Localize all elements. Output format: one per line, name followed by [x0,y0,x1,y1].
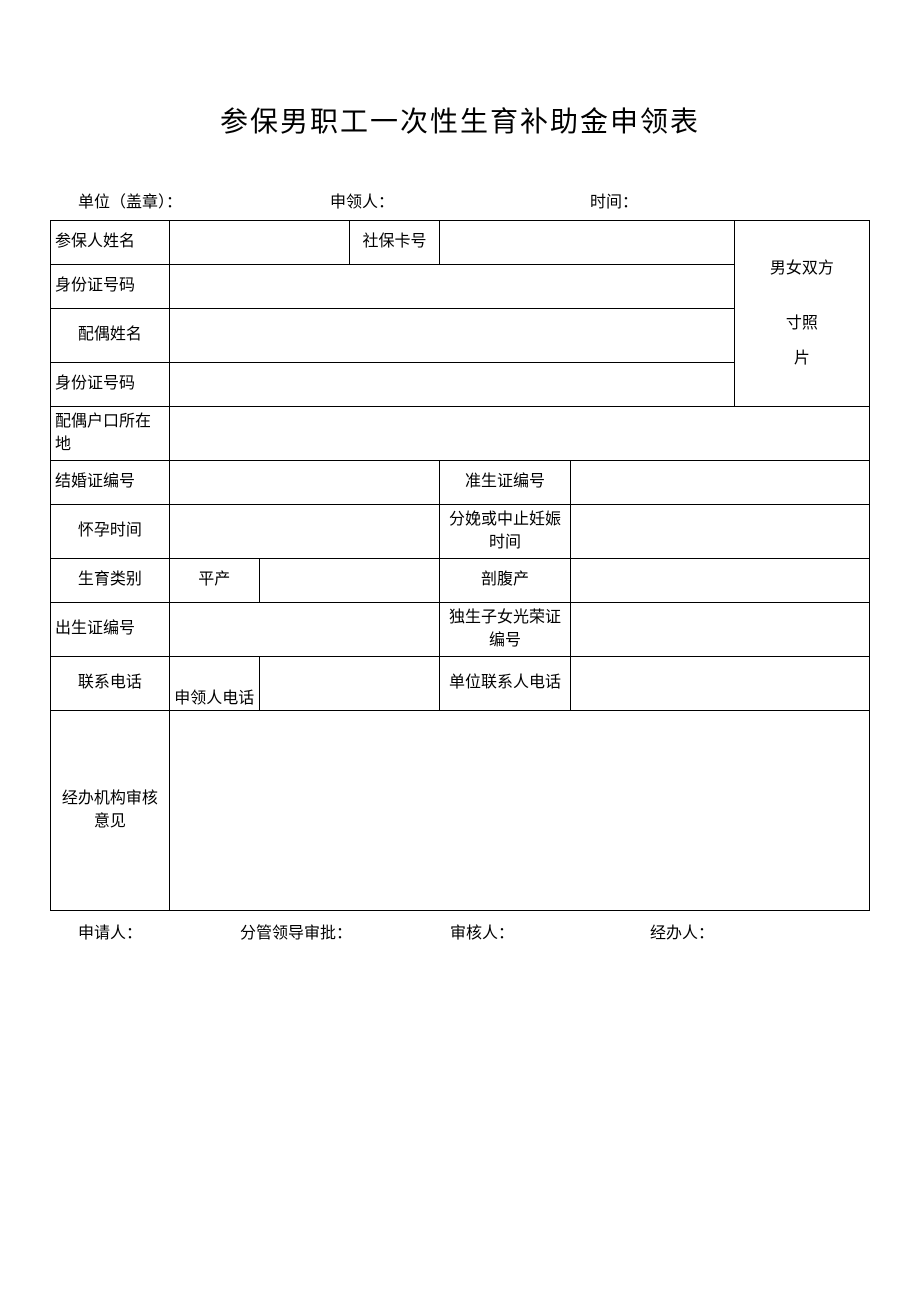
field-review-opinion[interactable] [169,711,869,911]
label-birth-type: 生育类别 [51,559,170,603]
photo-line3: 片 [739,341,865,376]
label-only-child-cert: 独生子女光荣证编号 [439,603,570,657]
field-spouse-name[interactable] [169,309,734,363]
table-row: 出生证编号 独生子女光荣证编号 [51,603,870,657]
photo-line1: 男女双方 [739,251,865,286]
label-pregnancy-time: 怀孕时间 [51,505,170,559]
field-ss-card[interactable] [439,221,734,265]
photo-area: 男女双方 寸照 片 [734,221,869,407]
label-ss-card: 社保卡号 [349,221,439,265]
field-birth-cert[interactable] [169,603,439,657]
header-row: 单位（盖章）： 申领人： 时间： [50,188,870,220]
field-applicant-phone[interactable] [259,657,439,711]
form-title: 参保男职工一次性生育补助金申领表 [50,100,870,140]
label-spouse-name: 配偶姓名 [51,309,170,363]
footer-reviewer: 审核人： [450,919,650,943]
table-row: 参保人姓名 社保卡号 男女双方 寸照 片 [51,221,870,265]
field-pregnancy-time[interactable] [169,505,439,559]
footer-row: 申请人： 分管领导审批： 审核人： 经办人： [50,911,870,943]
footer-handler: 经办人： [650,919,870,943]
table-row: 生育类别 平产 剖腹产 [51,559,870,603]
label-id1: 身份证号码 [51,265,170,309]
label-applicant-phone: 申领人电话 [169,657,259,711]
table-row: 联系电话 申领人电话 单位联系人电话 [51,657,870,711]
header-unit: 单位（盖章）： [50,188,330,212]
table-row: 怀孕时间 分娩或中止妊娠时间 [51,505,870,559]
field-id2[interactable] [169,363,734,407]
label-unit-contact-phone: 单位联系人电话 [439,657,570,711]
field-only-child-cert[interactable] [571,603,870,657]
label-contact-phone: 联系电话 [51,657,170,711]
header-time: 时间： [590,188,870,212]
field-id1[interactable] [169,265,734,309]
table-row: 结婚证编号 准生证编号 [51,461,870,505]
field-delivery-time[interactable] [571,505,870,559]
footer-applicant: 申请人： [50,919,240,943]
field-unit-contact-phone[interactable] [571,657,870,711]
field-birth-permit[interactable] [571,461,870,505]
table-row: 配偶户口所在地 [51,407,870,461]
table-row: 经办机构审核意见 [51,711,870,911]
label-insured-name: 参保人姓名 [51,221,170,265]
label-natural-birth: 平产 [169,559,259,603]
photo-line2: 寸照 [739,306,865,341]
form-table: 参保人姓名 社保卡号 男女双方 寸照 片 身份证号码 配偶姓名 身份证号码 配偶… [50,220,870,911]
label-review-opinion: 经办机构审核意见 [51,711,170,911]
footer-leader: 分管领导审批： [240,919,450,943]
label-csection: 剖腹产 [439,559,570,603]
field-insured-name[interactable] [169,221,349,265]
field-natural-birth[interactable] [259,559,439,603]
label-marriage-cert: 结婚证编号 [51,461,170,505]
label-id2: 身份证号码 [51,363,170,407]
label-birth-cert: 出生证编号 [51,603,170,657]
field-csection[interactable] [571,559,870,603]
field-spouse-hukou[interactable] [169,407,869,461]
header-applicant: 申领人： [330,188,590,212]
label-spouse-hukou: 配偶户口所在地 [51,407,170,461]
label-delivery-time: 分娩或中止妊娠时间 [439,505,570,559]
field-marriage-cert[interactable] [169,461,439,505]
label-birth-permit: 准生证编号 [439,461,570,505]
